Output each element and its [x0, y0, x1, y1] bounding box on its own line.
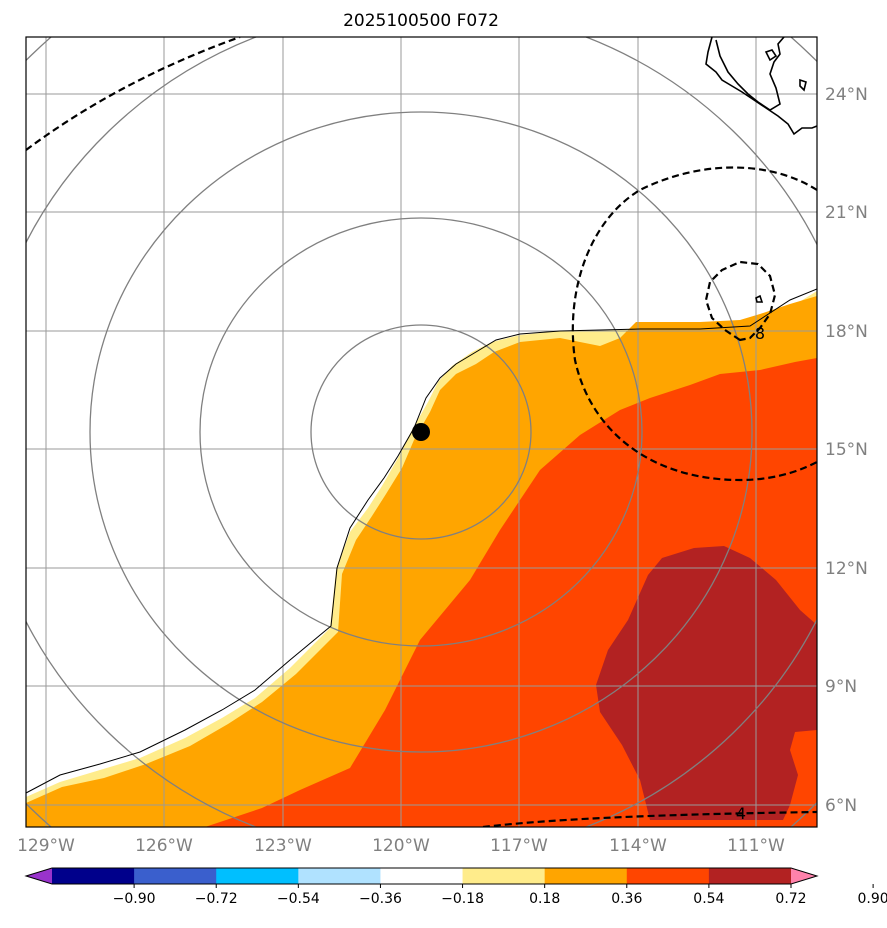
map-frame [25, 36, 818, 828]
lat-label: 9°N [825, 677, 857, 697]
lat-label: 18°N [825, 322, 868, 342]
colorbar-extend-high [791, 868, 817, 884]
lat-label: 12°N [825, 559, 868, 579]
colorbar-tick-label: −0.18 [441, 891, 484, 907]
colorbar-segment [134, 868, 217, 884]
colorbar-tick-label: −0.54 [277, 891, 320, 907]
colorbar-segment [626, 868, 710, 884]
colorbar-tick-label: 0.54 [693, 891, 724, 907]
colorbar-tick-label: 0.72 [775, 891, 806, 907]
graticule [26, 37, 817, 827]
lon-label: 129°W [17, 836, 75, 856]
lon-label: 120°W [372, 836, 430, 856]
colorbar-segment [52, 868, 135, 884]
colorbar-outline [24, 867, 819, 885]
colorbar-segment [544, 868, 628, 884]
lat-label: 21°N [825, 203, 868, 223]
contour-label-8: 8 [755, 324, 765, 343]
colorbar-segment [298, 868, 381, 884]
island-1 [764, 49, 778, 62]
dashed-contours [26, 37, 817, 827]
lon-label: 117°W [490, 836, 548, 856]
colorbar-tick-label: −0.36 [359, 891, 402, 907]
colorbar-extend-low [26, 868, 52, 884]
colorbar-tick-label: 0.90 [858, 891, 887, 907]
fill-band-0.72 [596, 546, 817, 820]
lat-label: 15°N [825, 440, 868, 460]
island-2 [799, 78, 807, 92]
coastline [705, 37, 817, 136]
boundary-contour [26, 288, 817, 794]
colorbar-segment [708, 868, 792, 884]
contour-label-4: 4 [736, 804, 746, 823]
storm-center-marker [412, 423, 430, 441]
lat-label: 24°N [825, 85, 868, 105]
colorbar-segment [462, 868, 546, 884]
colorbar-segment [216, 868, 299, 884]
colorbar: −0.90 −0.72 −0.54 −0.36 −0.18 0.18 0.36 0.54 0.7… [24, 867, 887, 907]
lon-label: 126°W [135, 836, 193, 856]
lon-label: 114°W [609, 836, 667, 856]
longitude-labels: 129°W 126°W 123°W 120°W 117°W 114°W 111°… [17, 836, 785, 856]
lon-label: 111°W [727, 836, 785, 856]
colorbar-tick-label: −0.72 [195, 891, 238, 907]
plot-title: 2025100500 F072 [343, 11, 499, 31]
coastline-inner [715, 37, 785, 111]
island-3 [755, 294, 764, 303]
colorbar-tick-label: 0.18 [529, 891, 560, 907]
latitude-labels: 24°N 21°N 18°N 15°N 12°N 9°N 6°N [825, 85, 868, 816]
lat-label: 6°N [825, 796, 857, 816]
colorbar-tick-label: −0.90 [113, 891, 156, 907]
lon-label: 123°W [254, 836, 312, 856]
colorbar-segment [380, 868, 464, 884]
colorbar-tick-label: 0.36 [611, 891, 642, 907]
